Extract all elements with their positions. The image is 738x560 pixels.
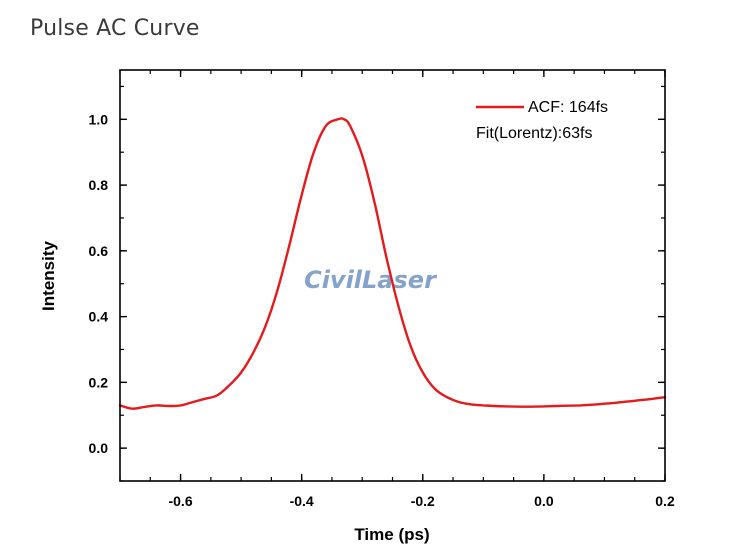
legend-entry-acf: ACF: 164fs [528, 99, 608, 116]
tick-labels: -0.6 -0.4 -0.2 0.0 0.2 0.0 0.2 0.4 0.6 0.8 1.0 [89, 111, 675, 509]
x-axis-label: Time (ps) [354, 525, 429, 544]
page-title: Pulse AC Curve [30, 16, 200, 41]
y-tick-label: 1.0 [89, 111, 109, 127]
plot-frame [119, 69, 666, 482]
x-tick-label: 0.2 [655, 493, 675, 509]
y-tick-label: 0.8 [89, 177, 109, 193]
x-tick-label: -0.6 [168, 493, 192, 509]
x-tick-label: 0.0 [534, 493, 554, 509]
y-tick-label: 0.4 [89, 309, 109, 325]
legend-entry-fit: Fit(Lorentz):63fs [476, 125, 592, 142]
legend: ACF: 164fs Fit(Lorentz):63fs [476, 99, 608, 142]
y-tick-label: 0.2 [89, 374, 109, 390]
y-tick-label: 0.0 [89, 440, 109, 456]
brand-watermark: CivilLaser [304, 266, 438, 294]
x-tick-label: -0.2 [411, 493, 435, 509]
y-tick-label: 0.6 [89, 243, 109, 259]
y-axis-label: Intensity [39, 241, 58, 311]
acf-series-line [118, 117, 667, 410]
x-tick-label: -0.4 [290, 493, 314, 509]
